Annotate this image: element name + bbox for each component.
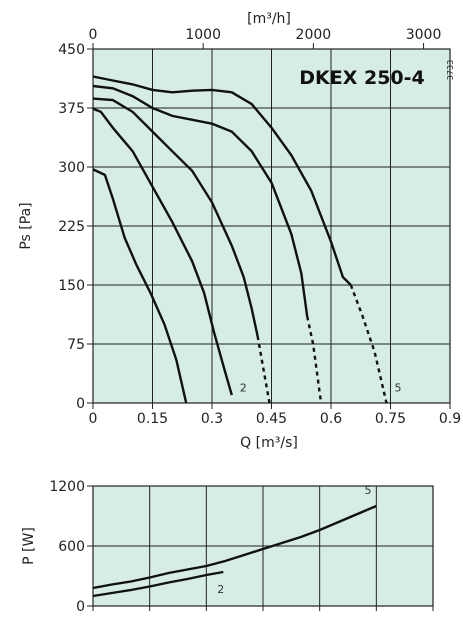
y-tick-label: 0 bbox=[76, 396, 85, 412]
x-tick-label: 0 bbox=[89, 411, 98, 427]
x2-tick-label: 3000 bbox=[406, 27, 442, 43]
x2-tick-label: 2000 bbox=[296, 27, 332, 43]
x-tick-label: 0.15 bbox=[137, 411, 168, 427]
power-grid bbox=[87, 485, 433, 607]
power-curve-label: 2 bbox=[217, 583, 224, 596]
pressure-curve bbox=[92, 168, 188, 404]
x-tick-label: 0.45 bbox=[256, 411, 287, 427]
pressure-curves bbox=[92, 75, 388, 404]
power-y-tick-label: 0 bbox=[76, 599, 85, 615]
power-curves bbox=[92, 504, 377, 598]
x-axis-label: Q [m³/s] bbox=[240, 435, 298, 451]
power-y-ticks: 0 600 1200 bbox=[49, 479, 85, 615]
power-x-tick-marks bbox=[92, 606, 434, 611]
x2-axis-label: [m³/h] bbox=[247, 11, 291, 27]
power-y-axis-label: P [W] bbox=[21, 527, 37, 565]
pressure-x-ticks: 0 0.15 0.3 0.45 0.6 0.75 0.9 bbox=[89, 411, 462, 427]
pressure-curve bbox=[92, 97, 259, 337]
power-curve-labels: 25 bbox=[217, 484, 371, 596]
power-curve-label: 5 bbox=[365, 484, 372, 497]
y-tick-label: 300 bbox=[58, 160, 85, 176]
x-tick-label: 0.75 bbox=[375, 411, 406, 427]
x-tick-label: 0.3 bbox=[201, 411, 223, 427]
chart-title: DKEX 250-4 bbox=[299, 67, 425, 89]
pressure-curve-extension bbox=[349, 284, 388, 404]
curve-label: 5 bbox=[394, 382, 401, 395]
power-y-tick-label: 600 bbox=[58, 539, 85, 555]
pressure-curve bbox=[92, 107, 233, 396]
power-curve bbox=[92, 570, 224, 598]
y-tick-label: 75 bbox=[67, 337, 85, 353]
pressure-curve bbox=[92, 75, 352, 286]
y-tick-label: 450 bbox=[58, 42, 85, 58]
airflow-m3h-ticks: 0 1000 2000 3000 bbox=[89, 27, 442, 43]
figure-code: 3733 bbox=[446, 60, 455, 80]
pressure-curve bbox=[92, 84, 309, 317]
x2-tick-label: 1000 bbox=[185, 27, 221, 43]
y-axis-label: Ps [Pa] bbox=[18, 202, 34, 249]
power-curve bbox=[92, 504, 377, 590]
x-tick-label: 0.6 bbox=[320, 411, 342, 427]
x-tick-label: 0.9 bbox=[439, 411, 461, 427]
x2-tick-label: 0 bbox=[89, 27, 98, 43]
y-tick-label: 225 bbox=[58, 219, 85, 235]
curve-label: 2 bbox=[240, 382, 247, 395]
pressure-chart: 0 0.15 0.3 0.45 0.6 0.75 0.9 0 75 150 225 300 375 45… bbox=[18, 11, 461, 451]
power-y-tick-label: 1200 bbox=[49, 479, 85, 495]
pressure-curve-extension bbox=[306, 316, 323, 404]
y-tick-label: 375 bbox=[58, 101, 85, 117]
pressure-y-ticks: 0 75 150 225 300 375 450 bbox=[58, 42, 85, 412]
pressure-curve-extension bbox=[256, 335, 271, 404]
y-tick-label: 150 bbox=[58, 278, 85, 294]
